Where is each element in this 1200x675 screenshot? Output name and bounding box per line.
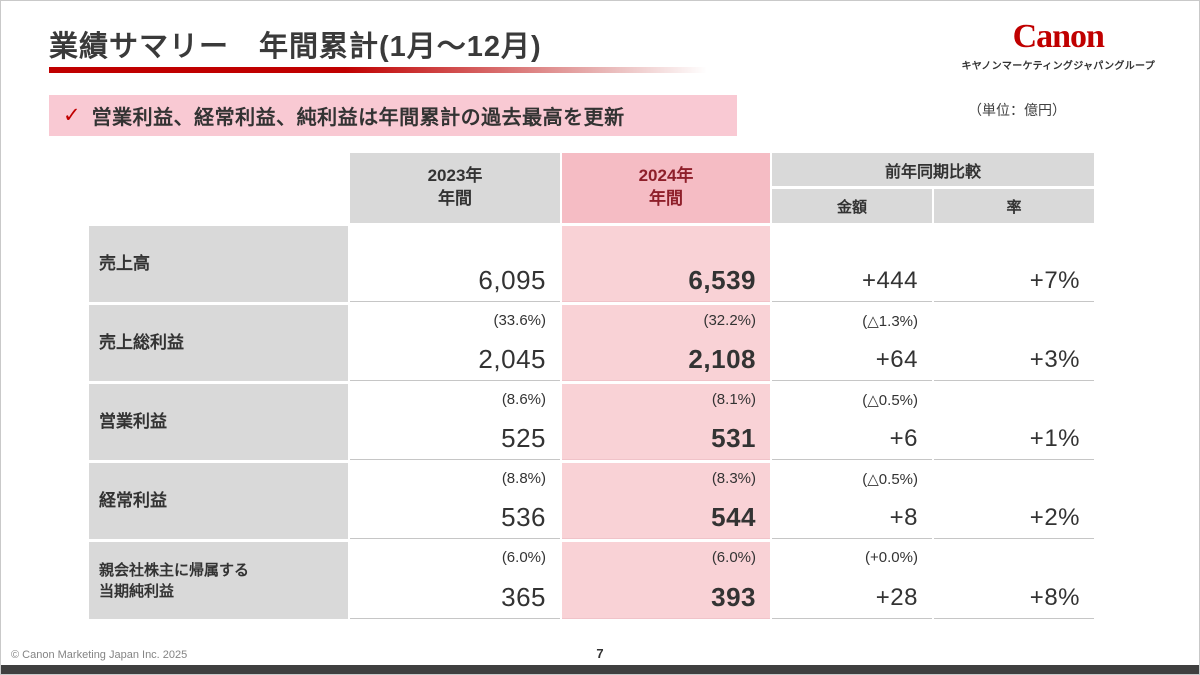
cell-diff-rate: +8% — [934, 542, 1094, 619]
key-message-banner: ✓ 営業利益、経常利益、純利益は年間累計の過去最高を更新 — [49, 95, 737, 136]
cell-2023: 6,095 — [350, 226, 560, 302]
cell-diff-amount: (+0.0%) +28 — [772, 542, 932, 619]
col-header-comparison: 前年同期比較 金額 率 — [772, 153, 1094, 223]
header-blank-cell — [89, 153, 348, 223]
row-label: 営業利益 — [89, 384, 348, 460]
cell-diff-rate: +2% — [934, 463, 1094, 539]
canon-logo-wordmark: Canon — [1012, 18, 1105, 55]
cell-2023: (33.6%) 2,045 — [350, 305, 560, 381]
page-number: 7 — [596, 646, 604, 661]
copyright-text: © Canon Marketing Japan Inc. 2025 — [11, 649, 188, 661]
cell-2024: (6.0%) 393 — [562, 542, 770, 619]
cell-diff-amount: (△1.3%) +64 — [772, 305, 932, 381]
key-message-text: 営業利益、経常利益、純利益は年間累計の過去最高を更新 — [91, 107, 625, 129]
page-title: 業績サマリー 年間累計(1月～12月) — [49, 31, 542, 63]
footer-bar — [1, 665, 1199, 674]
cell-2024: (8.3%) 544 — [562, 463, 770, 539]
row-label: 親会社株主に帰属する 当期純利益 — [89, 542, 348, 619]
cell-2024: (32.2%) 2,108 — [562, 305, 770, 381]
cell-diff-amount: +444 — [772, 226, 932, 302]
row-label: 売上高 — [89, 226, 348, 302]
cell-diff-rate: +1% — [934, 384, 1094, 460]
canon-logo-subtitle: キヤノンマーケティングジャパングループ — [961, 60, 1155, 72]
cell-2023: (6.0%) 365 — [350, 542, 560, 619]
row-label: 経常利益 — [89, 463, 348, 539]
cell-diff-amount: (△0.5%) +6 — [772, 384, 932, 460]
cell-2023: (8.6%) 525 — [350, 384, 560, 460]
unit-note: （単位：億円） — [968, 102, 1066, 118]
results-table: 2023年 年間 2024年 年間 前年同期比較 金額 率 売上高 6,095 … — [89, 153, 1094, 619]
col-header-2024: 2024年 年間 — [562, 153, 770, 223]
cell-2023: (8.8%) 536 — [350, 463, 560, 539]
subheader-rate: 率 — [934, 189, 1094, 223]
comparison-title: 前年同期比較 — [772, 153, 1094, 186]
checkmark-icon: ✓ — [63, 104, 81, 127]
subheader-amount: 金額 — [772, 189, 932, 223]
cell-2024: 6,539 — [562, 226, 770, 302]
title-underline — [49, 67, 707, 73]
row-label: 売上総利益 — [89, 305, 348, 381]
cell-diff-rate: +7% — [934, 226, 1094, 302]
cell-diff-rate: +3% — [934, 305, 1094, 381]
col-header-2023: 2023年 年間 — [350, 153, 560, 223]
canon-logo: Canon キヤノンマーケティングジャパングループ — [962, 19, 1156, 72]
cell-diff-amount: (△0.5%) +8 — [772, 463, 932, 539]
cell-2024: (8.1%) 531 — [562, 384, 770, 460]
